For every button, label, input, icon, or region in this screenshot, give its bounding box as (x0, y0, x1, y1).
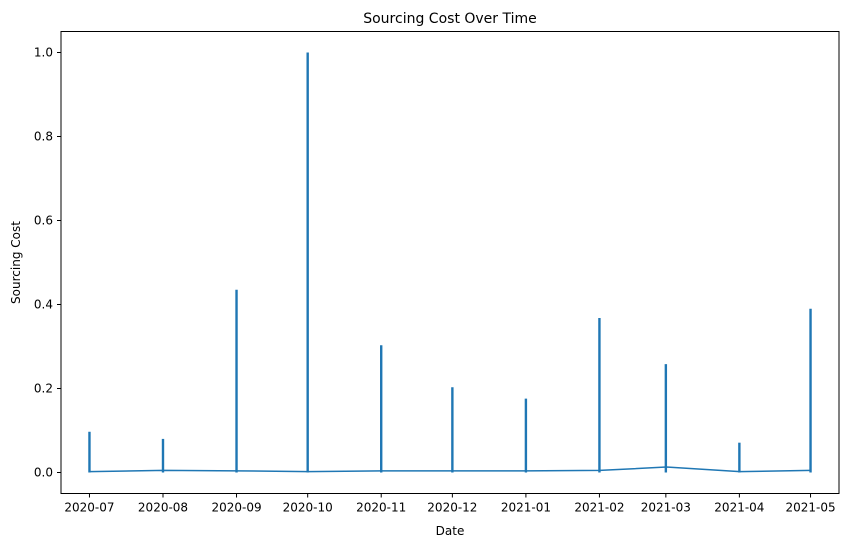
y-tick-label: 0.4 (34, 298, 53, 312)
x-axis-ticks: 2020-07 2020-08 2020-09 2020-10 2020-11 2020-… (64, 493, 836, 515)
y-tick-label: 1.0 (34, 46, 53, 60)
series-trend-line (89, 466, 812, 473)
plot-area (60, 31, 840, 494)
y-tick-label: 0.2 (34, 382, 53, 396)
x-tick-label: 2021-02 (574, 501, 624, 515)
x-tick-label: 2020-12 (427, 501, 477, 515)
x-axis-label: Date (436, 524, 465, 538)
series-line (88, 52, 812, 473)
plot-frame (60, 31, 840, 494)
x-tick-label: 2020-07 (64, 501, 114, 515)
y-tick-label: 0.6 (34, 214, 53, 228)
x-tick-label: 2021-05 (785, 501, 835, 515)
x-tick-label: 2020-08 (138, 501, 188, 515)
x-tick-label: 2021-04 (714, 501, 764, 515)
y-tick-label: 0.0 (34, 466, 53, 480)
x-tick-label: 2021-01 (501, 501, 551, 515)
y-axis-ticks: 0.0 0.2 0.4 0.6 0.8 1.0 (34, 46, 61, 480)
chart-title: Sourcing Cost Over Time (363, 11, 537, 27)
y-axis-label: Sourcing Cost (9, 221, 23, 304)
x-tick-label: 2021-03 (641, 501, 691, 515)
x-tick-label: 2020-09 (211, 501, 261, 515)
x-tick-label: 2020-11 (356, 501, 406, 515)
x-tick-label: 2020-10 (283, 501, 333, 515)
y-tick-label: 0.8 (34, 130, 53, 144)
